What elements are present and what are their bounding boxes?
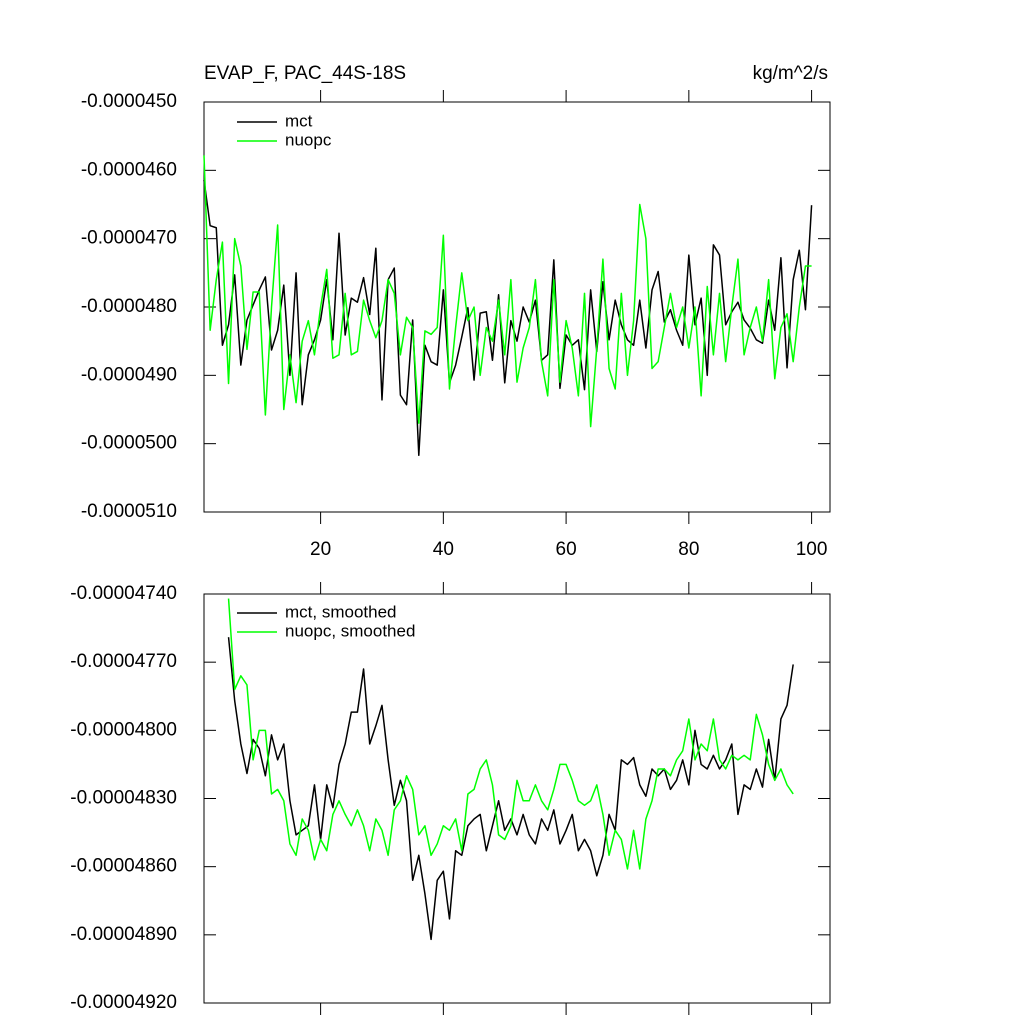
series-line (227, 637, 794, 941)
x-tick-label: 40 (433, 539, 454, 560)
y-tick-label: -0.00004740 (70, 583, 177, 604)
y-tick-label: -0.0000500 (81, 433, 177, 454)
y-tick-label: -0.0000480 (81, 296, 177, 317)
series-line (203, 179, 813, 457)
y-tick-label: -0.00004770 (70, 651, 177, 672)
x-tick-label: 80 (678, 539, 699, 560)
y-tick-label: -0.00004800 (70, 719, 177, 740)
series-line (203, 155, 812, 428)
chart-title: EVAP_F, PAC_44S-18S (204, 63, 406, 84)
y-tick-label: -0.00004920 (70, 992, 177, 1013)
y-tick-label: -0.0000490 (81, 364, 177, 385)
y-tick-label: -0.0000450 (81, 91, 177, 112)
legend-label: mct (285, 111, 313, 130)
units-label: kg/m^2/s (753, 63, 828, 84)
legend-label: nuopc (285, 130, 332, 149)
y-tick-label: -0.0000470 (81, 228, 177, 249)
x-tick-label: 60 (556, 539, 577, 560)
x-tick-label: 100 (796, 539, 828, 560)
y-tick-label: -0.00004830 (70, 788, 177, 809)
y-tick-label: -0.0000460 (81, 159, 177, 180)
y-tick-label: -0.00004890 (70, 924, 177, 945)
y-tick-label: -0.00004860 (70, 856, 177, 877)
series-line (227, 598, 794, 870)
legend-label: nuopc, smoothed (285, 621, 415, 640)
legend-label: mct, smoothed (285, 602, 397, 621)
y-tick-label: -0.0000510 (81, 501, 177, 522)
x-tick-label: 20 (310, 539, 331, 560)
